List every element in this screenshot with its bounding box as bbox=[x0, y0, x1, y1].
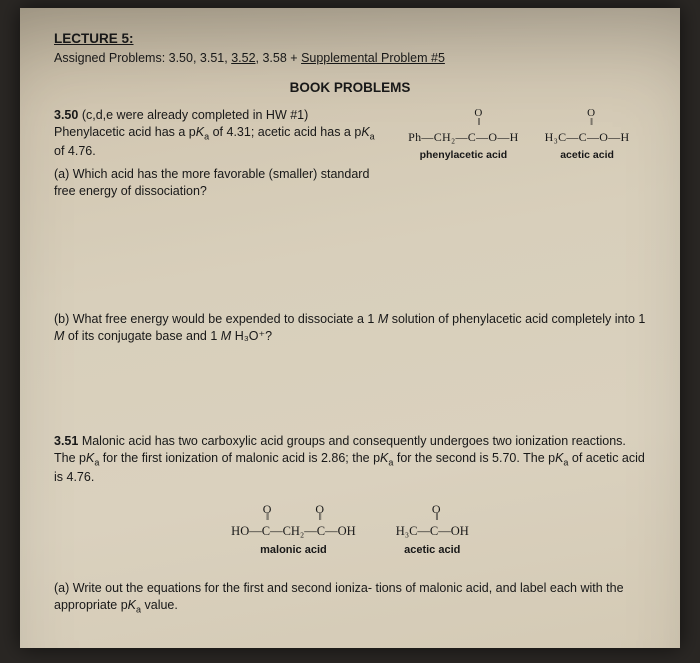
acetic-label: acetic acid bbox=[545, 148, 630, 162]
problem-number-351: 3.51 bbox=[54, 434, 78, 448]
intro-seg-2: Phenylacetic acid has a p bbox=[54, 125, 196, 139]
malonic-structure: O ‖ O ‖ HO—C—CH₂—C—OH malonic acid bbox=[231, 504, 356, 558]
malonic-oxygens: O ‖ O ‖ bbox=[231, 504, 356, 522]
acetic-label-351: acetic acid bbox=[396, 543, 469, 558]
worksheet-page: LECTURE 5: Assigned Problems: 3.50, 3.51… bbox=[20, 8, 680, 648]
problem-3-51-part-a: (a) Write out the equations for the firs… bbox=[54, 580, 646, 616]
problem-3-51-structures: O ‖ O ‖ HO—C—CH₂—C—OH malonic acid O ‖ H… bbox=[54, 504, 646, 558]
carbonyl-o-acet: O ‖ bbox=[587, 109, 595, 126]
malonic-o-left: O ‖ bbox=[263, 504, 272, 522]
p351-seg-3: for the second is 5.70. The p bbox=[393, 451, 555, 465]
malonic-label: malonic acid bbox=[231, 543, 356, 558]
phenylacetic-structure: O ‖ Ph—CH₂—C—O—H phenylacetic acid bbox=[408, 109, 518, 161]
problem-3-50-intro: 3.50 (c,d,e were already completed in HW… bbox=[54, 107, 378, 159]
pka-k-6: K bbox=[128, 598, 136, 612]
problem-3-50-text: 3.50 (c,d,e were already completed in HW… bbox=[54, 107, 378, 199]
section-heading: BOOK PROBLEMS bbox=[54, 79, 646, 97]
acetic-structure-351: O ‖ H₃C—C—OH acetic acid bbox=[396, 504, 469, 558]
problem-3-51-intro: 3.51 Malonic acid has two carboxylic aci… bbox=[54, 433, 646, 485]
part-b-seg-2: solution of phenylacetic acid completely… bbox=[388, 312, 645, 326]
problem-3-50-structures: O ‖ Ph—CH₂—C—O—H phenylacetic acid O ‖ H… bbox=[392, 107, 646, 161]
part-b-M3: M bbox=[221, 329, 231, 343]
intro-seg-3: of 4.31; acetic acid has a p bbox=[209, 125, 361, 139]
problem-number-350: 3.50 bbox=[54, 108, 78, 122]
acetic-chain-351: H₃C—C—OH bbox=[396, 523, 469, 540]
part-b-seg-4: H₃O⁺? bbox=[231, 329, 272, 343]
problem-3-50: 3.50 (c,d,e were already completed in HW… bbox=[54, 107, 646, 199]
part-b-M1: M bbox=[378, 312, 388, 326]
lecture-title: LECTURE 5: bbox=[54, 30, 646, 48]
carbonyl-o-phen: O ‖ bbox=[474, 109, 482, 126]
blank-space-1 bbox=[54, 199, 646, 311]
acetic-oxygen-351: O ‖ bbox=[404, 504, 469, 522]
problem-3-50-part-b: (b) What free energy would be expended t… bbox=[54, 311, 646, 345]
assigned-prefix: Assigned Problems: 3.50, 3.51, bbox=[54, 51, 231, 65]
pka-k-2: K bbox=[361, 125, 369, 139]
acetic-chain: H₃C—C—O—H bbox=[545, 129, 630, 145]
malonic-o-right: O ‖ bbox=[315, 504, 324, 522]
part-b-seg-3: of its conjugate base and 1 bbox=[64, 329, 220, 343]
acetic-structure: O ‖ H₃C—C—O—H acetic acid bbox=[545, 109, 630, 161]
intro-seg-1: (c,d,e were already completed in HW #1) bbox=[78, 108, 308, 122]
pka-a-2: a bbox=[370, 132, 375, 142]
part-b-M2: M bbox=[54, 329, 64, 343]
intro-seg-4: of 4.76. bbox=[54, 144, 96, 158]
phenylacetic-label: phenylacetic acid bbox=[408, 148, 518, 162]
assigned-problems-line: Assigned Problems: 3.50, 3.51, 3.52, 3.5… bbox=[54, 50, 646, 67]
problem-3-50-part-a: (a) Which acid has the more favorable (s… bbox=[54, 166, 378, 200]
p351-seg-2: for the first ionization of malonic acid… bbox=[99, 451, 380, 465]
part-b-seg-1: (b) What free energy would be expended t… bbox=[54, 312, 378, 326]
assigned-underlined-1: 3.52 bbox=[231, 51, 255, 65]
pka-k-1: K bbox=[196, 125, 204, 139]
chem-row-350: O ‖ Ph—CH₂—C—O—H phenylacetic acid O ‖ H… bbox=[392, 109, 646, 161]
malonic-chain: HO—C—CH₂—C—OH bbox=[231, 523, 356, 540]
assigned-mid: , 3.58 + bbox=[256, 51, 302, 65]
acetic-o-351: O ‖ bbox=[432, 504, 441, 522]
p351-part-a-seg-2: value. bbox=[141, 598, 178, 612]
phenylacetic-chain: Ph—CH₂—C—O—H bbox=[408, 129, 518, 145]
blank-space-2 bbox=[54, 345, 646, 433]
assigned-underlined-2: Supplemental Problem #5 bbox=[301, 51, 445, 65]
